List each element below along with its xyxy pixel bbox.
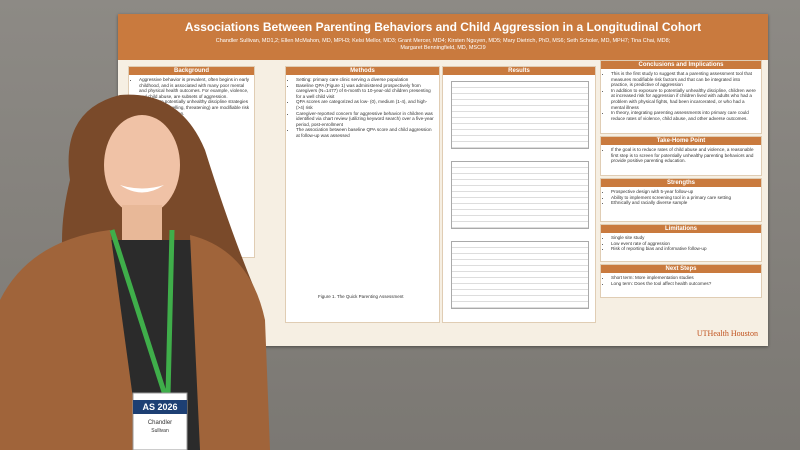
poster-section: Limitations Single site studyLow event ra… [600, 224, 762, 262]
badge-text: Sullivan [151, 428, 169, 434]
bullet-list: Single site studyLow event rate of aggre… [604, 235, 758, 252]
poster-authors: Chandler Sullivan, MD1,2; Ellen McMahon,… [215, 38, 671, 51]
poster-section: Take-Home Point If the goal is to reduce … [600, 136, 762, 176]
bullet: Ethnically and racially diverse sample [611, 200, 758, 206]
section-heading: Next Steps [601, 265, 761, 273]
bullet: Caregiver-reported concern for aggressiv… [296, 111, 436, 128]
bullet-list: If the goal is to reduce rates of child … [604, 147, 758, 164]
results-table [451, 161, 589, 229]
bullet: Baseline QPA (Figure 1) was administered… [296, 83, 436, 100]
poster-section: Conclusions and Implications This is the … [600, 60, 762, 134]
section-heading: Take-Home Point [601, 137, 761, 145]
bullet: Single site study [611, 235, 758, 241]
coat-right [190, 235, 270, 450]
section-heading: Strengths [601, 179, 761, 187]
section-heading: Conclusions and Implications [601, 61, 761, 69]
poster-title: Associations Between Parenting Behaviors… [184, 20, 702, 34]
badge-text: Chandler [148, 420, 172, 426]
face [104, 115, 180, 215]
smile [120, 185, 164, 193]
section-heading: Methods [286, 67, 439, 75]
results-table [451, 81, 589, 149]
poster-section: Methods Setting: primary care clinic serv… [285, 66, 440, 323]
poster-section: Strengths Prospective design with 5-year … [600, 178, 762, 222]
badge-band [133, 400, 187, 414]
bullet: Prospective design with 5-year follow-up [611, 189, 758, 195]
poster-header: Associations Between Parenting Behaviors… [118, 14, 768, 60]
bullet: Short term: More implementation studies [611, 275, 758, 281]
bullet-list: This is the first study to suggest that … [604, 71, 758, 121]
bullet: In addition to exposure to potentially u… [611, 88, 758, 110]
bullet: This is the first study to suggest that … [611, 71, 758, 88]
section-heading: Results [443, 67, 595, 75]
figure-caption: Figure 1. The Quick Parenting Assessment [318, 294, 404, 299]
bullet: Ability to implement screening tool in a… [611, 195, 758, 201]
poster-section: Results [442, 66, 596, 323]
lanyard [109, 229, 175, 396]
bullet: If the goal is to reduce rates of child … [611, 147, 758, 164]
bullet: QPA scores are categorized as low- (0), … [296, 99, 436, 110]
bullet: In theory, integrating parenting assessm… [611, 110, 758, 121]
badge-text: AS 2026 [142, 402, 177, 412]
results-table [451, 241, 589, 309]
section-heading: Background [129, 67, 254, 75]
bullet: Long term: Does the tool affect health o… [611, 281, 758, 287]
bullet: The association between baseline QPA sco… [296, 127, 436, 138]
poster-section: Next Steps Short term: More implementatio… [600, 264, 762, 298]
bullet-list: Setting: primary care clinic serving a d… [289, 77, 436, 139]
section-heading: Limitations [601, 225, 761, 233]
bullet: Setting: primary care clinic serving a d… [296, 77, 436, 83]
bullet: Risk of reporting bias and informative f… [611, 246, 758, 252]
neck [122, 205, 162, 240]
poster: Associations Between Parenting Behaviors… [118, 14, 768, 346]
logo: UTHealth Houston [696, 329, 758, 338]
bullet: Low event rate of aggression [611, 241, 758, 247]
coat-left [0, 230, 140, 450]
bullet: Aggressive behavior is prevalent, often … [139, 77, 251, 99]
bullet-list: Short term: More implementation studiesL… [604, 275, 758, 286]
bullet-list: Prospective design with 5-year follow-up… [604, 189, 758, 206]
